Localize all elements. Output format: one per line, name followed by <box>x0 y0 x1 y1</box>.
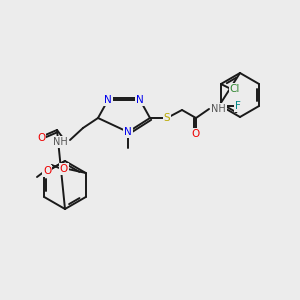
Text: S: S <box>164 113 170 123</box>
Text: N: N <box>104 95 112 105</box>
Text: NH: NH <box>211 104 226 114</box>
Text: NH: NH <box>53 137 68 147</box>
Text: N: N <box>136 95 144 105</box>
Text: O: O <box>60 164 68 174</box>
Text: O: O <box>192 129 200 139</box>
Text: Cl: Cl <box>230 84 240 94</box>
Text: O: O <box>43 166 51 176</box>
Text: O: O <box>37 133 45 143</box>
Text: F: F <box>235 101 241 111</box>
Text: N: N <box>124 127 132 137</box>
